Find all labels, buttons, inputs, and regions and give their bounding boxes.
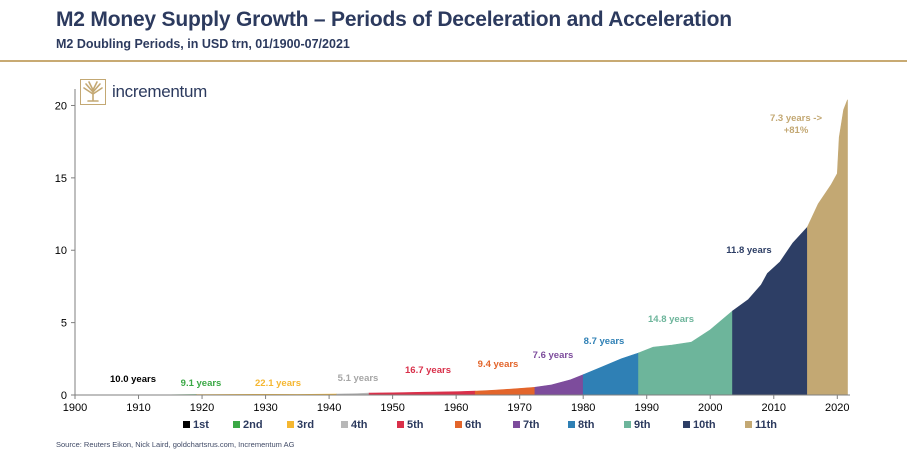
period-label-10th: 11.8 years bbox=[726, 245, 771, 256]
period-label-11th: 7.3 years -> +81% bbox=[770, 113, 822, 136]
area-11th bbox=[807, 99, 848, 396]
legend-swatch-10th bbox=[683, 421, 690, 428]
y-tick-label: 10 bbox=[55, 245, 67, 257]
incrementum-logo: incrementum bbox=[80, 79, 207, 105]
x-tick-label: 2020 bbox=[825, 402, 849, 414]
legend-swatch-1st bbox=[183, 421, 190, 428]
area-8th bbox=[582, 352, 639, 396]
period-label-8th: 8.7 years bbox=[584, 336, 625, 347]
x-tick-label: 1950 bbox=[380, 402, 404, 414]
x-tick-label: 1900 bbox=[63, 402, 87, 414]
legend-label-5th: 5th bbox=[407, 419, 424, 431]
legend-label-4th: 4th bbox=[351, 419, 368, 431]
x-tick-label: 2010 bbox=[762, 402, 786, 414]
tree-logo-icon bbox=[80, 79, 106, 105]
period-label-7th: 7.6 years bbox=[533, 350, 574, 361]
x-tick-label: 1970 bbox=[507, 402, 531, 414]
y-tick-label: 0 bbox=[61, 390, 67, 402]
legend-label-2nd: 2nd bbox=[243, 419, 263, 431]
legend-swatch-11th bbox=[745, 421, 752, 428]
legend-label-11th: 11th bbox=[755, 419, 777, 431]
y-tick-label: 15 bbox=[55, 173, 67, 185]
area-6th bbox=[474, 386, 536, 396]
x-tick-label: 1930 bbox=[253, 402, 277, 414]
y-tick-label: 5 bbox=[61, 318, 67, 330]
chart-subtitle: M2 Doubling Periods, in USD trn, 01/1900… bbox=[56, 37, 350, 51]
period-label-6th: 9.4 years bbox=[478, 359, 519, 370]
period-label-5th: 16.7 years bbox=[405, 365, 451, 376]
legend-label-8th: 8th bbox=[578, 419, 595, 431]
x-tick-label: 1990 bbox=[634, 402, 658, 414]
legend-label-6th: 6th bbox=[465, 419, 482, 431]
legend-swatch-4th bbox=[341, 421, 348, 428]
period-label-9th: 14.8 years bbox=[648, 314, 694, 325]
x-tick-label: 1980 bbox=[571, 402, 595, 414]
legend-label-7th: 7th bbox=[523, 419, 540, 431]
x-tick-label: 1920 bbox=[190, 402, 214, 414]
period-label-3rd: 22.1 years bbox=[255, 378, 301, 389]
legend-swatch-8th bbox=[568, 421, 575, 428]
title-divider bbox=[0, 60, 907, 62]
legend-label-1st: 1st bbox=[193, 419, 209, 431]
legend-swatch-2nd bbox=[233, 421, 240, 428]
legend-swatch-5th bbox=[397, 421, 404, 428]
logo-text: incrementum bbox=[112, 82, 207, 101]
legend-label-9th: 9th bbox=[634, 419, 651, 431]
y-tick-label: 20 bbox=[55, 100, 67, 112]
legend-label-3rd: 3rd bbox=[297, 419, 314, 431]
legend-swatch-3rd bbox=[287, 421, 294, 428]
x-tick-label: 1910 bbox=[126, 402, 150, 414]
x-tick-label: 2000 bbox=[698, 402, 722, 414]
period-label-1st: 10.0 years bbox=[110, 374, 156, 385]
x-tick-label: 1940 bbox=[317, 402, 341, 414]
legend-label-10th: 10th bbox=[693, 419, 716, 431]
period-label-2nd: 9.1 years bbox=[181, 378, 222, 389]
chart-title: M2 Money Supply Growth – Periods of Dece… bbox=[56, 8, 732, 31]
legend-swatch-7th bbox=[513, 421, 520, 428]
area-5th bbox=[368, 390, 476, 396]
area-7th bbox=[534, 374, 584, 396]
source-note: Source: Reuters Eikon, Nick Laird, goldc… bbox=[56, 440, 295, 449]
period-label-4th: 5.1 years bbox=[338, 373, 379, 384]
legend-swatch-9th bbox=[624, 421, 631, 428]
x-tick-label: 1960 bbox=[444, 402, 468, 414]
legend-swatch-6th bbox=[455, 421, 462, 428]
